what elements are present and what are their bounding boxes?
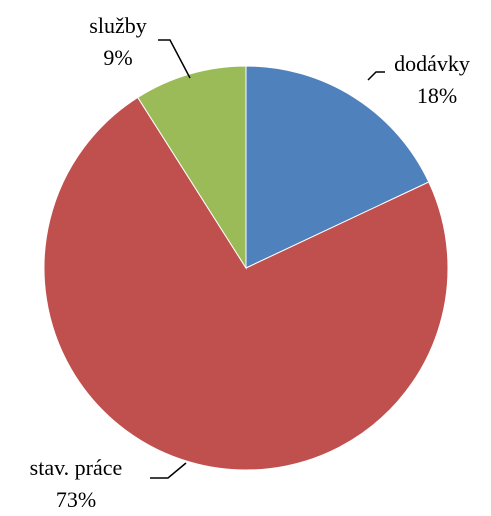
leader-line xyxy=(150,462,187,479)
leader-line xyxy=(158,39,191,79)
slice-value-label: 9% xyxy=(103,45,132,70)
slice-value-label: 73% xyxy=(56,487,96,512)
pie-slice xyxy=(245,65,430,269)
pie-slice xyxy=(137,65,247,270)
slice-label: stav. práce xyxy=(30,455,123,480)
slice-value-label: 18% xyxy=(417,83,457,108)
leader-line xyxy=(367,71,385,81)
pie xyxy=(43,65,449,471)
slice-label: dodávky xyxy=(394,51,470,76)
pie-slice xyxy=(43,96,449,471)
slice-label: služby xyxy=(89,13,146,38)
